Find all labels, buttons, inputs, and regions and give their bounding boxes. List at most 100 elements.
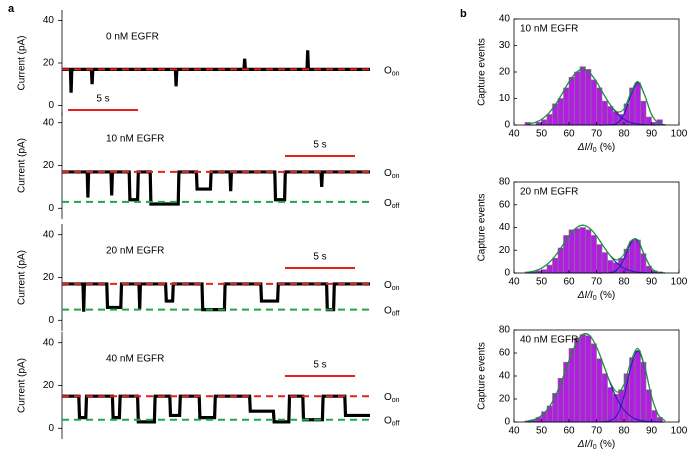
x-tick-label: 40 [508,129,520,140]
x-axis-label: ΔI/I0 (%) [577,290,616,302]
level-label-main: O [384,415,392,426]
x-tick-label: 90 [646,129,658,140]
bar [574,228,581,274]
level-label-sub: on [392,397,400,404]
x-axis-label: ΔI/I0 (%) [577,439,616,451]
level-label-sub: off [392,203,400,210]
y-tick-label: 40 [499,222,511,233]
x-axis-label-main: ΔI/I [577,439,593,450]
level-label-sub: on [392,173,400,180]
bar [563,87,570,126]
x-axis-label-unit: (%) [600,290,616,301]
y-tick-label: 0 [48,203,54,214]
y-axis-label: Current (pA) [17,138,28,193]
x-tick-label: 80 [618,129,630,140]
x-axis-label-unit: (%) [600,439,616,450]
y-tick-label: 40 [43,229,55,240]
bar [634,350,641,423]
current-trace [62,282,370,312]
current-trace [62,50,370,93]
y-tick-label: 20 [43,380,55,391]
x-tick-label: 50 [536,426,548,437]
bar [579,66,586,126]
y-tick-label: 10 [499,93,511,104]
x-tick-label: 80 [618,277,630,288]
y-tick-label: 0 [504,268,510,279]
level-label: Oon [384,168,400,180]
bar [601,252,608,274]
level-label: Oon [384,65,400,77]
level-label-sub: on [392,285,400,292]
x-tick-label: 80 [618,426,630,437]
panel-label: b [460,8,467,20]
bar [590,235,597,274]
bar [640,361,647,423]
bar [552,257,559,274]
bar [579,227,586,274]
bar [568,77,575,126]
bar [651,410,658,423]
x-tick-label: 50 [536,129,548,140]
x-axis-label: ΔI/I0 (%) [577,142,616,154]
x-tick-label: 100 [671,277,688,288]
level-label: Ooff [384,305,399,317]
bar [596,244,603,274]
hist-title: 20 nM EGFR [520,187,578,198]
y-tick-label: 20 [499,245,511,256]
bar [629,240,636,274]
level-label-main: O [384,65,392,76]
bar [546,114,553,126]
y-tick-label: 0 [504,417,510,428]
level-label-sub: off [392,310,400,317]
bar [557,98,564,126]
level-label: Oon [384,280,400,292]
level-label: Ooff [384,198,399,210]
y-axis-label: Current (pA) [17,35,28,90]
x-axis-label-main: ΔI/I [577,290,593,301]
scale-bar-label: 5 s [313,252,326,263]
level-label-main: O [384,280,392,291]
x-tick-label: 60 [563,129,575,140]
x-tick-label: 90 [646,426,658,437]
x-axis-label-sub: 0 [593,444,597,451]
bar [590,79,597,126]
x-axis-label-sub: 0 [593,295,597,302]
x-tick-label: 70 [591,426,603,437]
panel-label: a [8,3,15,15]
bar [563,361,570,423]
current-trace [62,170,370,206]
bar [601,373,608,423]
bar [579,334,586,423]
x-tick-label: 50 [536,277,548,288]
x-tick-label: 100 [671,129,688,140]
trace-title: 20 nM EGFR [106,246,164,257]
bar [574,337,581,423]
x-axis-label-unit: (%) [600,142,616,153]
fit-curve [527,68,666,126]
bar [607,387,614,423]
level-label-main: O [384,168,392,179]
level-label-main: O [384,305,392,316]
level-label-sub: off [392,421,400,428]
y-tick-label: 80 [499,325,511,336]
x-tick-label: 60 [563,426,575,437]
x-tick-label: 40 [508,277,520,288]
x-tick-label: 70 [591,129,603,140]
fit-curve [527,333,666,422]
y-tick-label: 0 [48,423,54,434]
y-axis-label: Current (pA) [17,250,28,305]
bar [568,229,575,274]
y-tick-label: 20 [499,67,511,78]
bar [574,71,581,126]
y-tick-label: 20 [43,272,55,283]
x-tick-label: 70 [591,277,603,288]
bar [612,394,619,423]
level-label-sub: on [392,70,400,77]
x-tick-label: 40 [508,426,520,437]
y-tick-label: 0 [48,315,54,326]
bar [607,260,614,274]
fit-curve [527,224,666,274]
y-tick-label: 40 [43,337,55,348]
level-label-main: O [384,198,392,209]
